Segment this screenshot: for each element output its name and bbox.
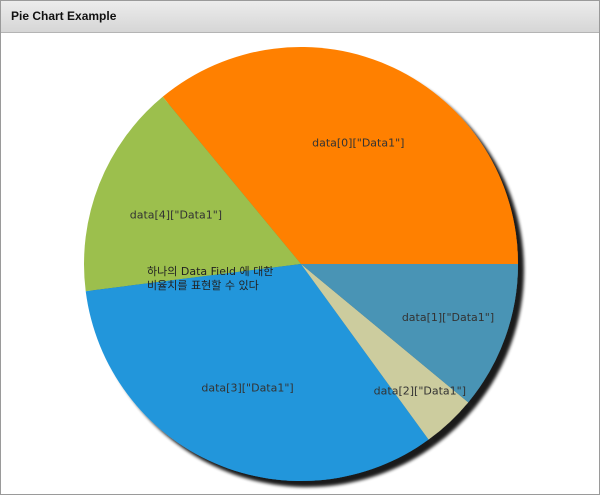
slice-label-4: data[4]["Data1"] (130, 208, 222, 221)
title-bar: Pie Chart Example (1, 1, 599, 33)
slice-label-0: data[0]["Data1"] (312, 136, 404, 149)
pie-slice-2[interactable] (301, 264, 469, 440)
slice-label-2: data[2]["Data1"] (374, 385, 466, 398)
pie-slice-1[interactable] (301, 264, 518, 403)
annotation-line-0: 하나의 Data Field 에 대한 (147, 264, 273, 278)
chart-area: data[0]["Data1"] data[4]["Data1"] data[3][… (1, 33, 599, 494)
slice-label-3: data[3]["Data1"] (201, 381, 293, 394)
pie-slices (83, 47, 518, 482)
window-title: Pie Chart Example (11, 9, 117, 23)
pie-chart: data[0]["Data1"] data[4]["Data1"] data[3][… (83, 47, 518, 482)
pie-slice-3[interactable] (85, 264, 429, 482)
slice-label-1: data[1]["Data1"] (402, 311, 494, 324)
annotation-line-1: 비율치를 표현할 수 있다 (147, 279, 259, 292)
pie-slice-0[interactable] (162, 47, 518, 264)
pie-slice-4[interactable] (83, 96, 301, 292)
slice-labels: data[0]["Data1"] data[4]["Data1"] data[3][… (130, 136, 494, 397)
